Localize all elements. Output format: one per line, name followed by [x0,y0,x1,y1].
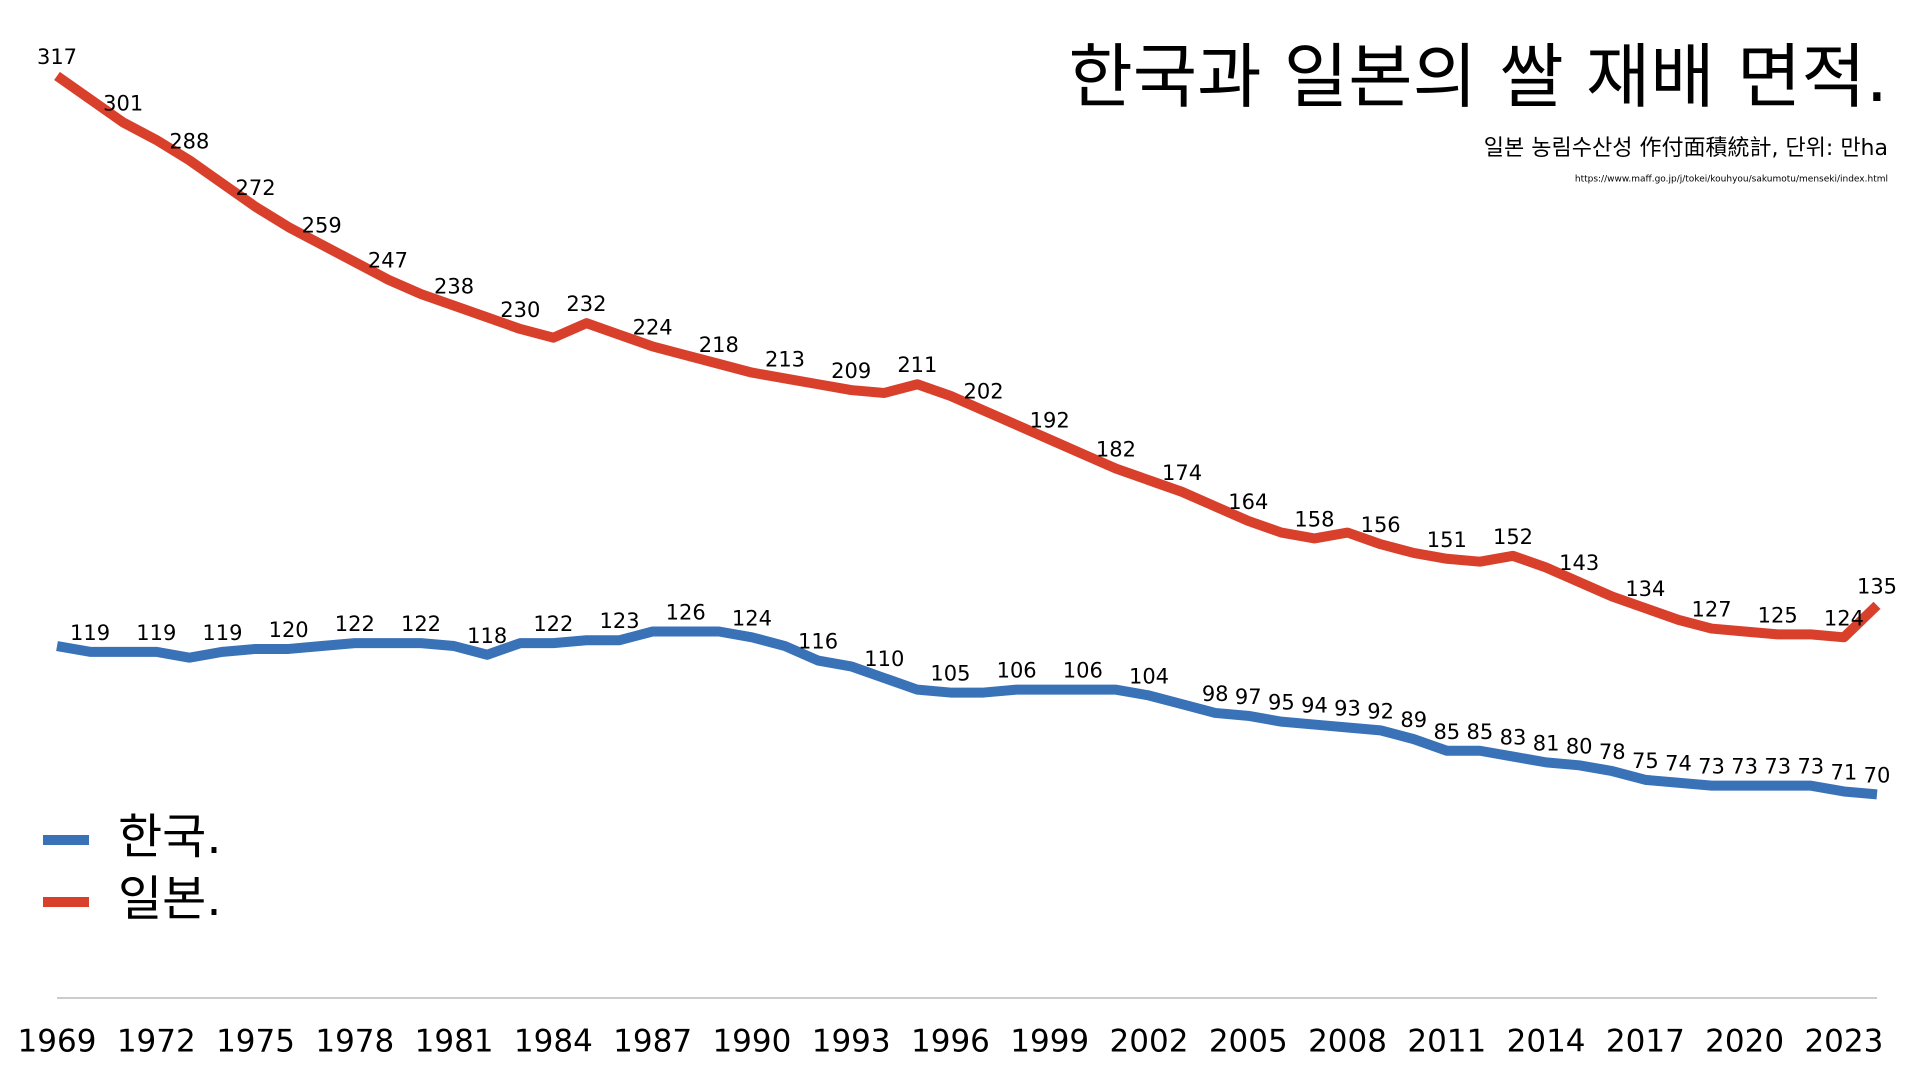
data-label: 126 [666,600,706,624]
data-label: 116 [798,630,838,654]
data-label: 182 [1096,438,1136,462]
data-label: 259 [302,214,342,238]
data-label: 93 [1334,696,1361,720]
data-label: 123 [599,609,639,633]
data-label: 89 [1400,708,1427,732]
data-label: 75 [1632,749,1659,773]
x-tick-label: 1999 [1010,1024,1089,1060]
x-tick-label: 1993 [812,1024,891,1060]
data-label: 288 [169,129,209,153]
data-label: 85 [1467,720,1494,744]
data-label: 110 [864,647,904,671]
x-tick-label: 1975 [216,1024,295,1060]
x-tick-label: 2017 [1606,1024,1685,1060]
x-tick-label: 1984 [514,1024,593,1060]
data-label: 122 [533,612,573,636]
x-tick-label: 2020 [1705,1024,1784,1060]
data-label: 73 [1764,755,1791,779]
data-label: 156 [1361,513,1401,537]
data-label: 106 [997,659,1037,683]
x-tick-label: 2014 [1507,1024,1586,1060]
data-label: 134 [1625,577,1665,601]
data-label: 73 [1797,755,1824,779]
x-tick-label: 2005 [1209,1024,1288,1060]
data-label: 124 [732,606,772,630]
x-tick-label: 2002 [1110,1024,1189,1060]
data-label: 95 [1268,691,1295,715]
data-label: 85 [1433,720,1460,744]
data-label: 73 [1698,755,1725,779]
data-label: 92 [1367,699,1394,723]
data-label: 158 [1294,507,1334,531]
data-label: 122 [401,612,441,636]
data-label: 80 [1566,734,1593,758]
chart-subtitle: 일본 농림수산성 作付面積統計, 단위: 만ha [1484,136,1888,161]
x-tick-label: 2023 [1804,1024,1883,1060]
data-label: 97 [1235,685,1262,709]
data-label: 106 [1063,659,1103,683]
data-label: 119 [70,621,110,645]
x-tick-label: 1990 [712,1024,791,1060]
chart-title: 한국과 일본의 쌀 재배 면적. [1068,36,1888,118]
x-tick-label: 1996 [911,1024,990,1060]
x-tick-label: 1987 [613,1024,692,1060]
data-label: 83 [1500,726,1527,750]
data-label: 122 [335,612,375,636]
data-label: 230 [500,298,540,322]
data-label: 78 [1599,740,1626,764]
data-label: 98 [1202,682,1229,706]
x-tick-label: 2011 [1407,1024,1486,1060]
data-label: 73 [1731,755,1758,779]
source: https://www.maff.go.jp/j/tokei/kouhyou/s… [1575,175,1888,185]
data-label: 272 [235,176,275,200]
series-line [56,626,1878,800]
data-label: 135 [1857,574,1897,598]
data-label: 213 [765,347,805,371]
x-tick-label: 1969 [18,1024,97,1060]
data-label: 238 [434,275,474,299]
data-label: 125 [1758,603,1798,627]
data-label: 247 [368,249,408,273]
x-tick-label: 1972 [117,1024,196,1060]
data-label: 224 [633,315,673,339]
data-label: 105 [930,662,970,686]
data-label: 119 [136,621,176,645]
data-label: 143 [1559,551,1599,575]
data-label: 232 [566,292,606,316]
series-line [54,71,1881,643]
data-label: 301 [103,91,143,115]
data-label: 94 [1301,694,1328,718]
data-label: 127 [1691,598,1731,622]
data-label: 151 [1427,528,1467,552]
data-label: 70 [1864,763,1891,787]
x-tick-label: 1978 [315,1024,394,1060]
data-label: 209 [831,359,871,383]
data-label: 74 [1665,752,1692,776]
legend-label: 일본. [118,871,222,927]
data-label: 81 [1533,731,1560,755]
legend-label: 한국. [118,809,222,865]
data-label: 152 [1493,525,1533,549]
data-label: 71 [1831,760,1858,784]
data-label: 211 [897,353,937,377]
data-label: 202 [963,379,1003,403]
data-label: 124 [1824,606,1864,630]
data-label: 317 [37,45,77,69]
x-tick-label: 1981 [415,1024,494,1060]
data-label: 218 [699,333,739,357]
data-label: 164 [1228,490,1268,514]
data-label: 192 [1030,409,1070,433]
data-label: 119 [202,621,242,645]
data-label: 174 [1162,461,1202,485]
data-label: 104 [1129,664,1169,688]
data-label: 120 [269,618,309,642]
data-label: 118 [467,624,507,648]
x-tick-label: 2008 [1308,1024,1387,1060]
